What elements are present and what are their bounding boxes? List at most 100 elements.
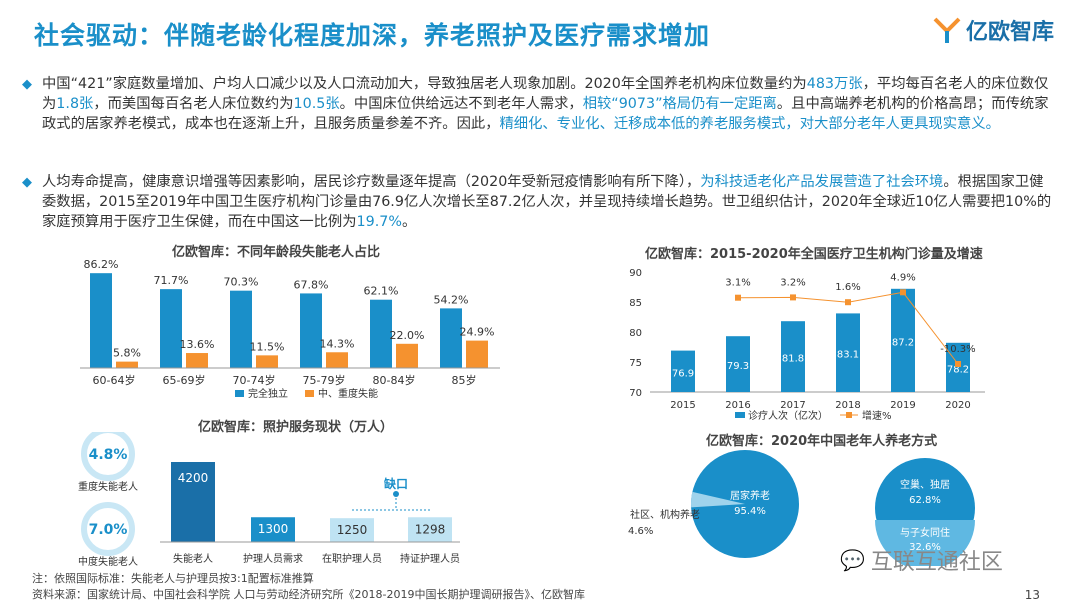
y-tick-label: 70 (629, 388, 642, 399)
logo-text: 亿欧智库 (965, 20, 1054, 45)
slice-value: 32.6% (909, 542, 941, 553)
x-tick-label: 80-84岁 (373, 373, 416, 387)
x-tick-label: 70-74岁 (233, 373, 276, 387)
data-label: 70.3% (224, 276, 259, 289)
page-number: 13 (1024, 588, 1040, 602)
chart2-title: 亿欧智库：2015-2020年全国医疗卫生机构门诊量及增速 (645, 247, 983, 262)
bar-visits (836, 313, 860, 392)
ratio-value: 7.0% (89, 522, 128, 538)
x-tick-label: 75-79岁 (303, 373, 346, 387)
data-label: 78.2 (947, 364, 969, 375)
gap-label: 缺口 (384, 476, 408, 491)
data-label: 79.3 (727, 361, 749, 372)
data-label: 14.3% (320, 337, 355, 350)
y-tick-label: 80 (629, 328, 642, 339)
data-label: 83.1 (837, 350, 859, 361)
data-label: -10.3% (940, 344, 975, 355)
chart4-title: 亿欧智库：2020年中国老年人养老方式 (706, 434, 938, 449)
ratio-label: 中度失能老人 (78, 555, 138, 568)
data-label: 76.9 (672, 368, 694, 379)
bullet-diamond-icon: ◆ (22, 175, 32, 190)
bar-visits (726, 336, 750, 392)
bullet-diamond-icon: ◆ (22, 77, 32, 92)
y-tick-label: 75 (629, 358, 642, 369)
x-tick-label: 失能老人 (173, 552, 213, 565)
data-label: 11.5% (250, 340, 285, 353)
paragraph-2: ◆ 人均寿命提高，健康意识增强等因素影响，居民诊疗数量逐年提高（2020年受新冠… (22, 174, 1052, 230)
data-label: 86.2% (84, 258, 119, 271)
bar-care (330, 518, 374, 542)
legend-swatch-growth (846, 412, 852, 418)
x-tick-label: 85岁 (452, 373, 477, 387)
data-label: 71.7% (154, 274, 189, 287)
slice-value: 4.6% (628, 526, 653, 537)
x-tick-label: 65-69岁 (163, 373, 206, 387)
bar-disabled (466, 340, 488, 368)
data-label: 4.9% (890, 272, 915, 283)
y-tick-label: 85 (629, 298, 642, 309)
bar-visits (946, 342, 970, 392)
ratio-value: 4.8% (89, 447, 128, 463)
x-tick-label: 2018 (835, 400, 860, 411)
data-label: 3.2% (780, 277, 805, 288)
x-tick-label: 2015 (670, 400, 695, 411)
chart1-svg: 86.2% 5.8% 60-64岁 71.7% 13.6% 65-69岁 70.3% 11.5… (80, 258, 500, 400)
bar-disabled (186, 353, 208, 368)
growth-line (737, 291, 959, 365)
slice-label: 社区、机构养老 (630, 508, 700, 521)
bar-care (171, 462, 215, 542)
bar-care (408, 517, 452, 542)
data-label: 4200 (178, 471, 209, 485)
slice-value: 62.8% (909, 495, 941, 506)
chart2-svg: 70 75 80 85 90 76.9 2015 79.3 2016 3.1% 81.8 2017 3.… (629, 268, 985, 422)
data-label: 22.0% (390, 329, 425, 342)
x-tick-label: 60-64岁 (93, 373, 136, 387)
bar-independent (300, 293, 322, 368)
x-tick-label: 护理人员需求 (243, 552, 303, 565)
data-label: 54.2% (434, 293, 469, 306)
bar-care (251, 517, 295, 542)
bar-independent (230, 290, 252, 368)
bar-independent (90, 273, 112, 368)
bar-independent (370, 299, 392, 368)
legend-swatch-visits (735, 412, 745, 418)
footnote-note: 注：依照国际标准：失能老人与护理员按3:1配置标准推算 (32, 572, 314, 585)
legend-label: 中、重度失能 (318, 387, 378, 400)
data-label: 81.8 (782, 354, 804, 365)
bar-visits (671, 350, 695, 392)
slice-label: 与子女同住 (900, 526, 950, 539)
y-tick-label: 90 (629, 268, 642, 279)
pie-slice-community (691, 491, 745, 508)
chart3-svg: 4.8% 重度失能老人 7.0% 中度失能老人 4200 失能老人 1300 护理人员需求 12… (78, 432, 460, 568)
x-tick-label: 2019 (890, 400, 915, 411)
data-label: 62.1% (364, 285, 399, 298)
footnote-source: 资料来源：国家统计局、中国社会科学院 人口与劳动经济研究所《2018-2019中… (32, 588, 585, 601)
bar-disabled (116, 361, 138, 368)
data-label: 1250 (337, 523, 368, 537)
bar-visits (781, 321, 805, 392)
data-label: 87.2 (892, 337, 914, 348)
bar-visits (891, 288, 915, 392)
x-tick-label: 2016 (725, 400, 750, 411)
pie-slice-with-children (875, 520, 975, 566)
x-tick-label: 2020 (945, 400, 970, 411)
slice-label: 居家养老 (730, 489, 770, 502)
data-label: 1298 (415, 522, 446, 536)
ratio-ring (81, 432, 135, 481)
logo-icon (933, 17, 961, 43)
slice-label: 空巢、独居 (900, 478, 950, 491)
wechat-icon: 💬 (840, 548, 865, 572)
chart3-title: 亿欧智库：照护服务现状（万人） (198, 420, 394, 435)
slice-value: 95.4% (734, 506, 766, 517)
legend-label: 完全独立 (248, 387, 288, 400)
bar-disabled (256, 355, 278, 368)
bar-disabled (326, 352, 348, 368)
bar-disabled (396, 343, 418, 368)
bar-independent (160, 289, 182, 368)
chart1-title: 亿欧智库：不同年龄段失能老人占比 (172, 245, 381, 260)
chart4-svg: 居家养老 95.4% 社区、机构养老 4.6% 空巢、独居 62.8% 与子女同住 32.6% (628, 450, 975, 566)
legend-label: 诊疗人次（亿次） (748, 409, 828, 422)
data-label: 24.9% (460, 326, 495, 339)
data-label: 3.1% (725, 278, 750, 289)
paragraph-1: ◆ 中国“421”家庭数量增加、户均人口减少以及人口流动加大，导致独居老人现象加… (22, 76, 1049, 132)
